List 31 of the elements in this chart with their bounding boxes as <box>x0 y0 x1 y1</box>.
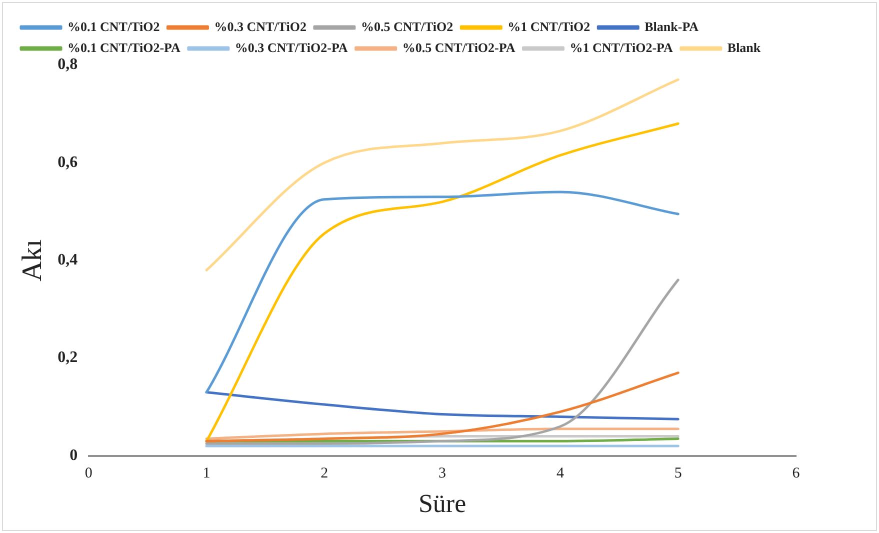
x-axis-title: Süre <box>418 489 466 518</box>
legend-label: Blank <box>727 40 762 55</box>
y-axis-title: Akı <box>17 239 48 282</box>
line-series <box>205 372 680 442</box>
x-tick-label: 4 <box>556 466 564 482</box>
x-tick-label: 0 <box>84 466 92 482</box>
x-tick-label: 2 <box>320 466 328 482</box>
legend-label: %0.3 CNT/TiO2 <box>214 18 306 34</box>
legend-label: %0.1 CNT/TiO2 <box>68 18 160 34</box>
x-tick-label: 5 <box>674 466 682 482</box>
line-series <box>205 428 680 440</box>
line-series <box>205 122 680 442</box>
legend-label: %1 CNT/TiO2 <box>508 18 590 34</box>
x-tick-label: 1 <box>202 466 210 482</box>
y-tick-label: 0,6 <box>58 154 78 171</box>
y-tick-label: 0,4 <box>58 252 78 269</box>
x-tick-label: 6 <box>792 466 800 482</box>
legend-label: %0.1 CNT/TiO2-PA <box>68 40 182 55</box>
legend-label: Blank-PA <box>644 18 700 34</box>
line-series <box>205 190 680 394</box>
legend-label: %1 CNT/TiO2-PA <box>570 40 674 55</box>
y-tick-label: 0,8 <box>58 56 78 74</box>
legend-label: %0.3 CNT/TiO2-PA <box>234 40 348 55</box>
line-series <box>205 391 680 420</box>
legend-label: %0.5 CNT/TiO2-PA <box>402 40 516 55</box>
legend-label: %0.5 CNT/TiO2 <box>360 18 454 34</box>
line-series <box>205 78 680 272</box>
y-tick-label: 0 <box>70 446 78 464</box>
x-tick-label: 3 <box>438 466 446 482</box>
y-tick-label: 0,2 <box>58 349 78 366</box>
line-series <box>205 278 680 445</box>
